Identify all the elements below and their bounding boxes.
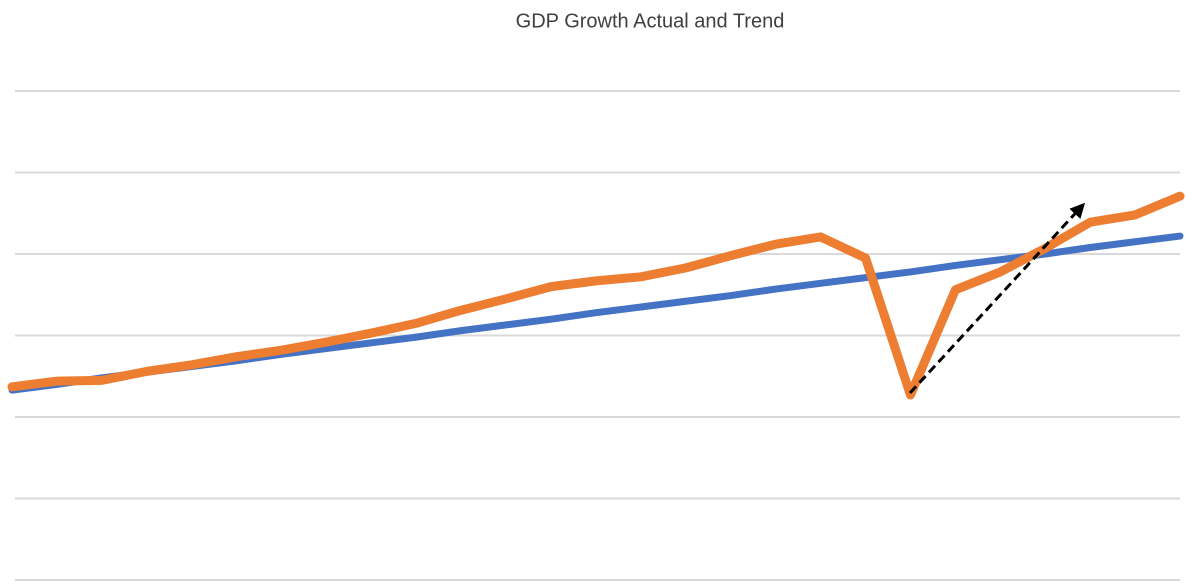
lines (7, 191, 1185, 400)
chart-title: GDP Growth Actual and Trend (516, 10, 785, 32)
trend-arrow (908, 202, 1086, 395)
series-line (7, 191, 1185, 400)
grid (15, 90, 1180, 581)
